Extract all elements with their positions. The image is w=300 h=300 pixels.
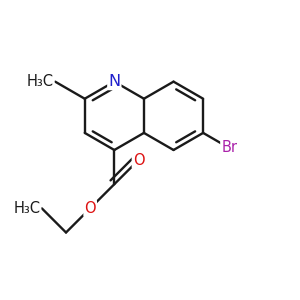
Text: H₃C: H₃C — [14, 201, 40, 216]
Text: Br: Br — [221, 140, 237, 155]
Text: O: O — [133, 152, 144, 167]
Text: H₃C: H₃C — [27, 74, 54, 89]
Text: O: O — [84, 201, 96, 216]
Text: N: N — [108, 74, 120, 89]
